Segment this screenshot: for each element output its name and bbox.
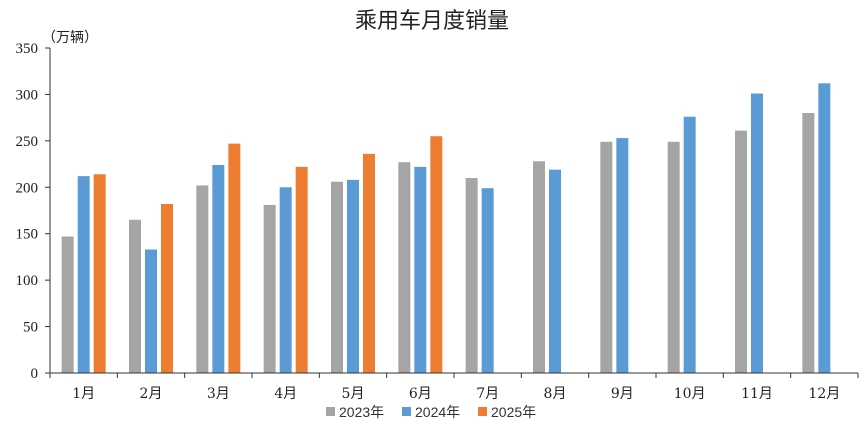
x-tick-label: 7月 [476,386,499,402]
y-tick-label: 100 [16,273,39,289]
y-tick-label: 200 [16,180,39,196]
x-tick-label: 6月 [409,386,432,402]
x-tick-label: 10月 [674,386,706,402]
bar-2024年-9月 [616,138,629,373]
bar-2025年-2月 [161,204,173,373]
bar-2024年-4月 [279,187,292,373]
x-tick-label: 1月 [72,386,95,402]
x-axis-ticks [49,373,859,378]
bar-2024年-12月 [818,83,831,374]
bar-2025年-4月 [295,166,308,373]
y-axis-unit-label: （万辆） [42,30,98,46]
bar-2025年-3月 [228,143,241,373]
y-tick-label: 50 [23,320,38,336]
bar-2025年-1月 [93,174,106,373]
bar-2024年-1月 [77,176,90,373]
bar-2025年-5月 [363,153,375,373]
bar-2023年-6月 [398,162,411,373]
bar-2023年-4月 [263,204,276,373]
y-axis-ticks: 0 50 100 150 200 250 300 350 [16,41,50,382]
bar-2023年-12月 [802,113,815,373]
legend-label: 2025年 [491,404,536,420]
bar-2023年-5月 [331,181,343,373]
x-axis-labels: 1月 2月 3月 4月 5月 6月 7月 8月 9月 10月 11月 12月 [72,386,840,402]
x-tick-label: 2月 [140,386,163,402]
y-tick-label: 300 [16,87,39,103]
y-tick-label: 150 [16,227,39,243]
legend-swatch [402,407,411,416]
bar-2024年-10月 [683,116,696,373]
bar-2024年-3月 [212,165,225,373]
bar-2023年-7月 [465,178,478,373]
bar-2023年-1月 [61,236,74,373]
bar-2023年-3月 [196,185,209,373]
bar-2023年-11月 [735,130,747,373]
x-tick-label: 11月 [741,386,773,402]
bar-2023年-2月 [129,219,141,373]
bar-2024年-11月 [751,93,763,373]
bar-2023年-9月 [600,141,613,373]
x-tick-label: 3月 [207,386,230,402]
legend-label: 2023年 [339,404,384,420]
bar-2024年-7月 [481,188,494,373]
bar-2025年-6月 [430,136,443,373]
x-tick-label: 12月 [808,386,840,402]
y-tick-label: 350 [16,41,39,57]
y-tick-label: 0 [31,366,39,382]
x-tick-label: 4月 [274,386,297,402]
legend: 2023年 2024年 2025年 [326,404,536,420]
legend-swatch [478,407,487,416]
bar-2024年-8月 [549,169,561,373]
bar-2023年-8月 [533,161,545,373]
x-tick-label: 8月 [544,386,567,402]
bar-2023年-10月 [667,141,680,373]
y-tick-label: 250 [16,134,39,150]
legend-label: 2024年 [415,404,460,420]
bars [61,83,831,374]
bar-2024年-2月 [145,249,157,373]
x-tick-label: 9月 [611,386,634,402]
bar-2024年-6月 [414,166,427,373]
bar-2024年-5月 [347,179,359,373]
legend-swatch [326,407,335,416]
chart-title: 乘用车月度销量 [355,9,509,34]
x-tick-label: 5月 [342,386,365,402]
